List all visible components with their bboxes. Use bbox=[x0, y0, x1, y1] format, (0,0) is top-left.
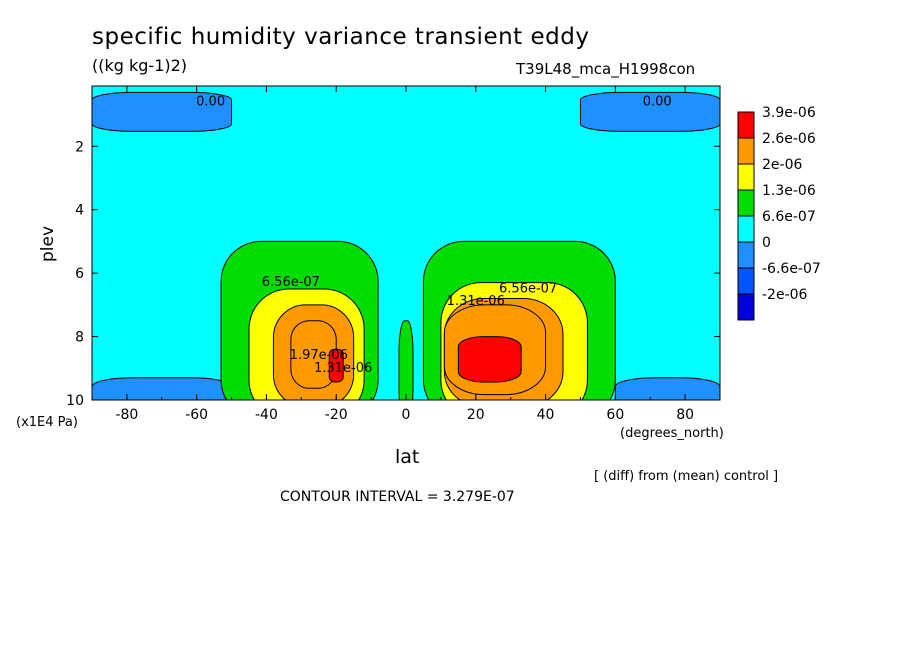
y-tick-label: 8 bbox=[75, 330, 84, 346]
x-axis-units: (degrees_north) bbox=[620, 426, 724, 441]
x-tick-label: 80 bbox=[676, 407, 694, 423]
legend-swatch bbox=[737, 267, 755, 295]
x-tick-label: 20 bbox=[467, 407, 485, 423]
y-tick-label: 4 bbox=[75, 203, 84, 219]
contour-label: 1.31e-06 bbox=[314, 361, 372, 376]
legend-label: 2e-06 bbox=[762, 157, 802, 173]
chart-title: specific humidity variance transient edd… bbox=[92, 24, 590, 50]
contour-region bbox=[457, 336, 522, 383]
chart-units: ((kg kg-1)2) bbox=[92, 56, 188, 75]
x-axis-label: lat bbox=[395, 446, 420, 468]
x-tick-label: 60 bbox=[606, 407, 624, 423]
legend-label: 6.6e-07 bbox=[762, 209, 816, 225]
contour-region bbox=[328, 348, 344, 383]
legend-label: 3.9e-06 bbox=[762, 105, 816, 121]
x-tick-label: 0 bbox=[402, 407, 411, 423]
contour-interval: CONTOUR INTERVAL = 3.279E-07 bbox=[280, 489, 515, 505]
plot-mask bbox=[90, 400, 722, 425]
contour-label: 1.31e-06 bbox=[447, 294, 505, 309]
contour-label: 1.97e-06 bbox=[290, 348, 348, 363]
contour-label: 0.00 bbox=[196, 94, 225, 109]
legend-swatch bbox=[737, 137, 755, 165]
run-label: T39L48_mca_H1998con bbox=[516, 60, 696, 78]
legend-swatch bbox=[737, 215, 755, 243]
legend-label: 0 bbox=[762, 235, 771, 251]
legend-swatch bbox=[737, 241, 755, 269]
x-tick-label: 40 bbox=[537, 407, 555, 423]
x-tick-label: -40 bbox=[255, 407, 278, 423]
y-tick-label: 6 bbox=[75, 266, 84, 282]
legend-swatch bbox=[737, 111, 755, 139]
y-tick-label: 2 bbox=[75, 139, 84, 155]
legend-label: 2.6e-06 bbox=[762, 131, 816, 147]
x-tick-label: -60 bbox=[185, 407, 208, 423]
legend-swatch bbox=[737, 189, 755, 217]
y-axis-units: (x1E4 Pa) bbox=[16, 415, 78, 430]
contour-label: 6.56e-07 bbox=[262, 275, 320, 290]
contour-label: 0.00 bbox=[643, 94, 672, 109]
legend-swatch bbox=[737, 163, 755, 191]
x-tick-label: -20 bbox=[325, 407, 348, 423]
legend-label: 1.3e-06 bbox=[762, 183, 816, 199]
diff-note: [ (diff) from (mean) control ] bbox=[594, 469, 779, 484]
x-tick-label: -80 bbox=[115, 407, 138, 423]
legend-label: -2e-06 bbox=[762, 287, 808, 303]
legend-swatch bbox=[737, 293, 755, 321]
contour-label: 6.56e-07 bbox=[499, 281, 557, 296]
y-tick-label: 10 bbox=[66, 393, 84, 409]
legend-label: -6.6e-07 bbox=[762, 261, 821, 277]
